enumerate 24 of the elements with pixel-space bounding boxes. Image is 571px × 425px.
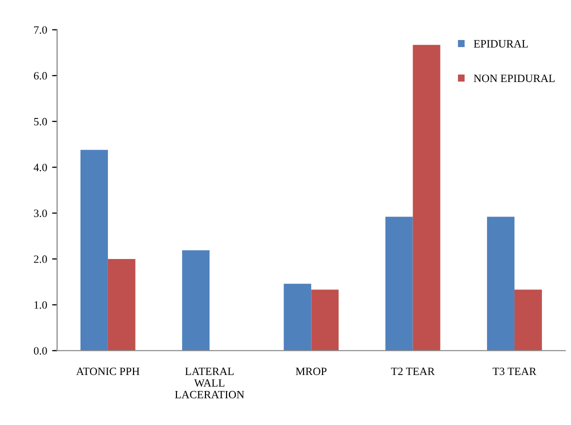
bar (284, 284, 312, 351)
bar (385, 216, 413, 351)
y-tick-label: 5.0 (34, 118, 47, 126)
y-tick-label: 3.0 (34, 210, 47, 218)
y-tick-label: 0.0 (34, 347, 47, 355)
legend-label: NON EPIDURAL (474, 74, 555, 82)
legend-label: EPIDURAL (474, 40, 528, 48)
x-tick-label: T3 TEAR (492, 368, 536, 376)
bar (311, 290, 339, 351)
bar (412, 44, 440, 351)
x-tick-label: T2 TEAR (391, 368, 435, 375)
bar (487, 216, 514, 351)
y-tick-label: 6.0 (34, 72, 47, 80)
y-tick-label: 4.0 (34, 164, 47, 172)
bar (514, 290, 542, 351)
bar (80, 150, 108, 351)
x-tick-label: MROP (296, 368, 326, 376)
y-tick-label: 2.0 (34, 255, 47, 263)
x-tick-label: LATERAL WALL LACERATION (175, 368, 244, 398)
y-tick-label: 7.0 (34, 26, 47, 34)
bar (182, 250, 210, 351)
y-tick-label: 1.0 (34, 301, 47, 309)
x-tick-label: ATONIC PPH (76, 368, 140, 376)
bar (108, 258, 136, 351)
